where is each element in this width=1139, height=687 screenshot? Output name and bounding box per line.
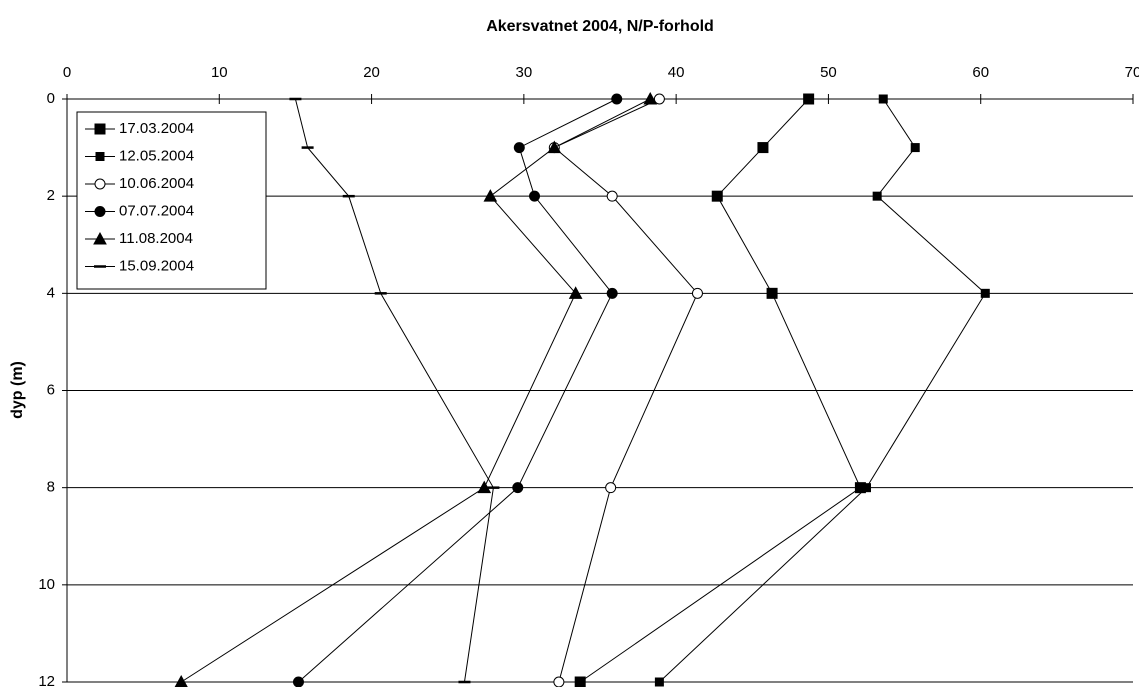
marker (643, 91, 658, 105)
y-tick-label: 8 (47, 479, 55, 496)
marker (483, 189, 498, 202)
series-line (180, 98, 651, 683)
legend: 17.03.2004 12.05.2004 10.06.2004 07.07.2004… (76, 111, 267, 290)
marker (653, 93, 665, 105)
legend-label: 17.03.2004 (119, 120, 194, 137)
x-tick-label: 60 (972, 64, 989, 81)
y-tick-label: 2 (47, 187, 55, 204)
marker (611, 93, 623, 105)
x-tick-label: 50 (820, 64, 837, 81)
series-line (659, 98, 986, 683)
legend-label: 07.07.2004 (119, 202, 194, 219)
series-line (298, 98, 617, 683)
marker (711, 190, 723, 202)
legend-label: 12.05.2004 (119, 147, 194, 164)
chart-title: Akersvatnet 2004, N/P-forhold (486, 18, 714, 35)
x-tick-label: 40 (668, 64, 685, 81)
marker (606, 287, 618, 299)
legend-label: 11.08.2004 (119, 230, 193, 247)
series-line (294, 98, 494, 683)
marker (174, 674, 188, 687)
x-tick-label: 0 (63, 64, 71, 81)
marker (654, 677, 664, 687)
marker (757, 142, 769, 154)
y-tick-label: 12 (38, 673, 55, 687)
marker (878, 94, 888, 104)
marker (513, 142, 525, 154)
marker (862, 483, 871, 493)
marker (477, 480, 492, 494)
marker (95, 152, 105, 161)
x-tick-label: 30 (516, 64, 533, 81)
x-tick-label: 70 (1125, 64, 1139, 81)
marker (803, 93, 815, 105)
series-line (553, 98, 699, 683)
marker (606, 190, 618, 202)
marker (94, 123, 106, 135)
legend-label: 10.06.2004 (119, 175, 194, 192)
y-tick-label: 0 (47, 90, 55, 107)
y-tick-label: 4 (47, 284, 55, 301)
marker (94, 178, 106, 190)
y-axis-title: dyp (m) (9, 361, 26, 419)
marker (529, 190, 541, 202)
series-line (579, 98, 862, 683)
marker (910, 143, 920, 153)
marker (512, 482, 524, 494)
marker (766, 287, 778, 299)
marker (94, 206, 106, 217)
legend-label: 15.09.2004 (119, 257, 194, 274)
legend-box (76, 111, 267, 290)
marker (93, 231, 107, 245)
y-tick-label: 10 (38, 576, 55, 593)
x-tick-label: 10 (211, 64, 228, 81)
x-tick-label: 20 (363, 64, 380, 81)
marker (691, 287, 703, 299)
marker (980, 288, 990, 298)
marker (553, 676, 565, 687)
marker (292, 676, 304, 687)
y-tick-label: 6 (47, 381, 55, 398)
marker (568, 286, 583, 299)
marker (605, 482, 617, 494)
marker (547, 140, 562, 154)
marker (574, 676, 586, 687)
marker (872, 191, 882, 201)
